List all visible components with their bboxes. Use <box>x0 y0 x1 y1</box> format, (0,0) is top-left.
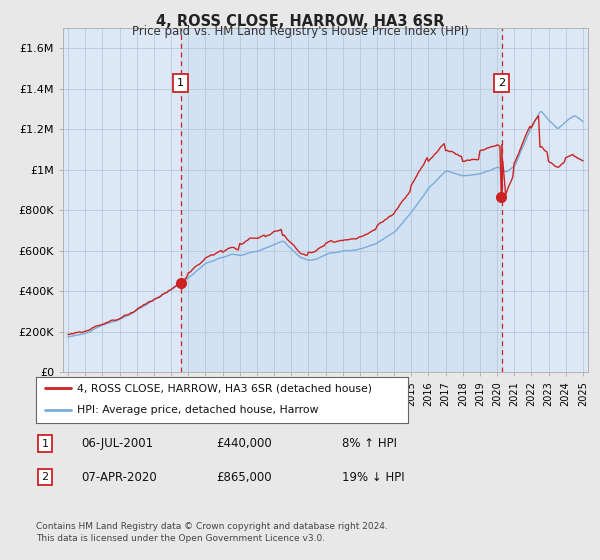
Text: 4, ROSS CLOSE, HARROW, HA3 6SR: 4, ROSS CLOSE, HARROW, HA3 6SR <box>156 14 444 29</box>
Text: Contains HM Land Registry data © Crown copyright and database right 2024.
This d: Contains HM Land Registry data © Crown c… <box>36 522 388 543</box>
Text: HPI: Average price, detached house, Harrow: HPI: Average price, detached house, Harr… <box>77 405 319 415</box>
Text: 19% ↓ HPI: 19% ↓ HPI <box>342 470 404 484</box>
Text: 07-APR-2020: 07-APR-2020 <box>81 470 157 484</box>
Text: £440,000: £440,000 <box>216 437 272 450</box>
Bar <box>181 28 502 372</box>
Text: 1: 1 <box>177 78 184 88</box>
Text: £865,000: £865,000 <box>216 470 272 484</box>
Text: 1: 1 <box>41 438 49 449</box>
Text: Price paid vs. HM Land Registry's House Price Index (HPI): Price paid vs. HM Land Registry's House … <box>131 25 469 38</box>
Text: 06-JUL-2001: 06-JUL-2001 <box>81 437 153 450</box>
Text: 4, ROSS CLOSE, HARROW, HA3 6SR (detached house): 4, ROSS CLOSE, HARROW, HA3 6SR (detached… <box>77 384 372 393</box>
Text: 2: 2 <box>41 472 49 482</box>
Text: 8% ↑ HPI: 8% ↑ HPI <box>342 437 397 450</box>
Text: 2: 2 <box>498 78 505 88</box>
